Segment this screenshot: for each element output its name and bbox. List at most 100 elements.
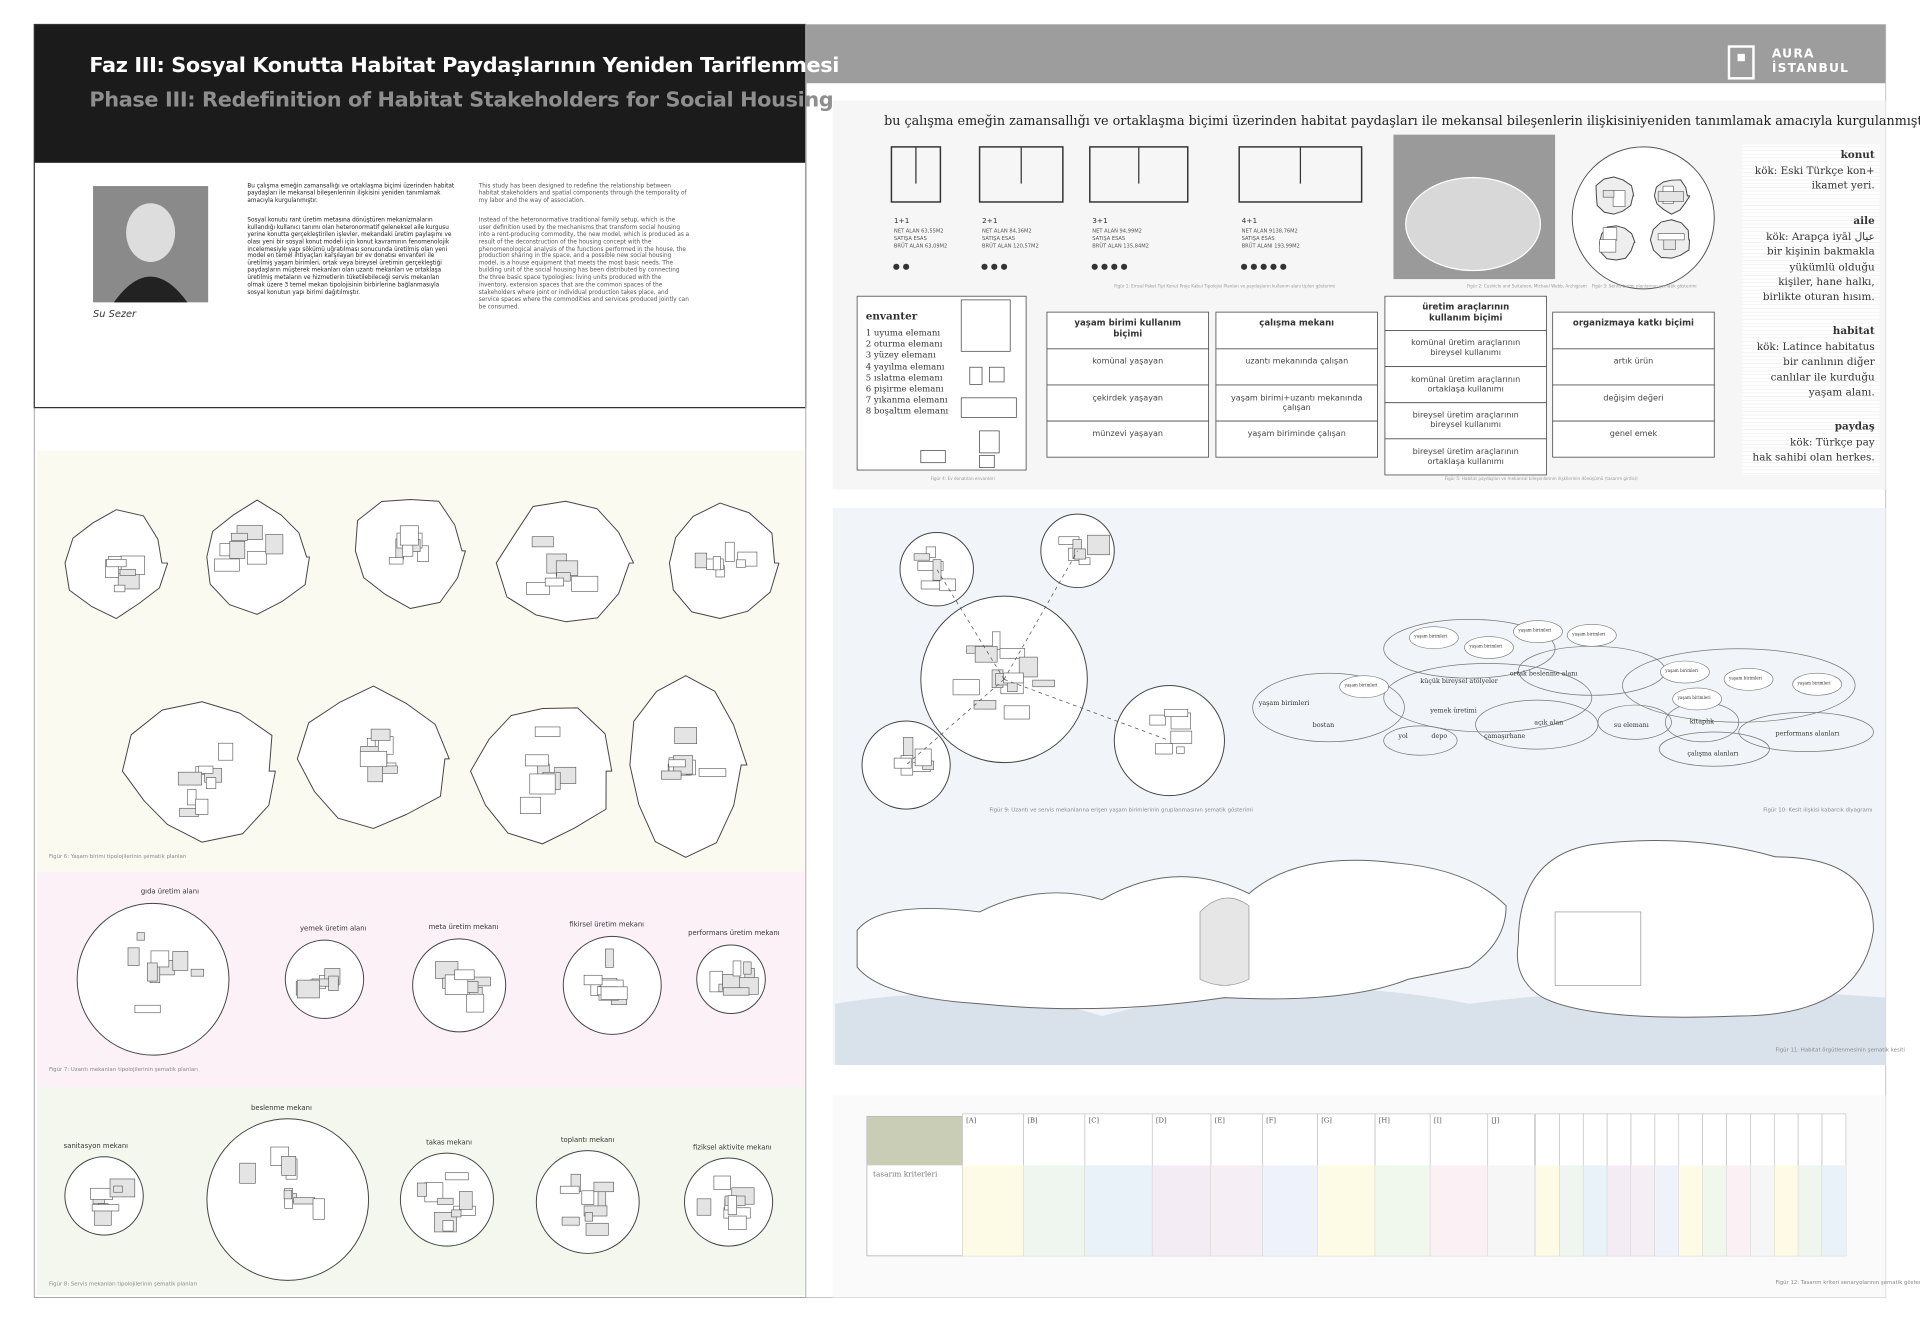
criteria-fill [1487,1165,1535,1256]
person-icon [991,263,998,270]
bubble-label: bostan [1312,722,1335,730]
furniture [231,532,248,541]
caption: Figür 2: Cushicle and Suitaloon, Michael… [1466,283,1587,289]
furniture [1602,227,1618,241]
furniture [724,541,735,562]
glossary-text: yükümlü olduğu [1789,261,1875,274]
person-icon [1101,263,1108,270]
table-cell [1384,438,1547,476]
furniture [712,556,721,571]
inventory-icon [920,450,946,464]
criteria-fill [1375,1165,1431,1256]
table-cell-text: yaşam biriminde çalışan [1247,428,1346,439]
person-icon [1270,263,1277,270]
bubble-label: depo [1431,733,1448,741]
bubble [1513,620,1563,643]
furniture [1003,705,1030,720]
bubble-label: yaşam birimleri [1414,634,1448,639]
furniture [661,770,682,780]
tagline: bu çalışma emeğin zamansallığı ve ortakl… [884,113,1920,129]
glossary-text: kök: Eski Türkçe kon+ [1754,165,1875,178]
furniture [127,947,140,966]
title-band [34,24,806,163]
furniture [1155,743,1173,755]
bubble [1660,660,1710,684]
furniture [451,1209,462,1218]
portrait [126,203,176,262]
bubble [1567,623,1617,647]
furniture [454,969,475,981]
table-cell-text: komünal üretim araçlarının bireysel kull… [1411,337,1521,358]
subtitle: Phase III: Redefinition of Habitat Stake… [89,88,834,113]
section-grid [1554,911,1642,986]
furniture [973,700,997,710]
criteria-col-label: [G] [1321,1117,1332,1125]
logo-text: İSTANBUL [1771,62,1850,76]
glossary-panel [1742,144,1880,475]
glossary-text: bir kişinin bakmakla [1766,246,1875,259]
bubble [1792,672,1842,696]
criteria-fill [1317,1165,1376,1256]
criteria-fill [1607,1165,1632,1256]
author-name: Su Sezer [93,308,137,320]
furniture [1657,233,1685,241]
person-icon [981,263,988,270]
unit-area: BRÜT ALAN 63,09M2 [893,242,948,249]
bubble [1672,687,1722,711]
furniture [727,1195,737,1215]
furniture [113,584,126,593]
person-icon [893,263,900,270]
unit-area: SATIŞA ESAS [1241,235,1275,242]
inventory-icon [969,366,983,385]
criteria-fill [1702,1165,1727,1256]
glossary-term: aile [1853,215,1875,228]
unit-area: NET ALAN 84,36M2 [982,227,1032,234]
person-icon [1280,263,1287,270]
table-header: üretim araçlarının kullanım biçimi [1422,302,1510,323]
top-bar [805,24,1886,84]
inventory-icon [979,454,995,468]
unit-area: SATIŞA ESAS [1092,235,1126,242]
inventory-item: 7 yıkanma elemanı [865,395,948,406]
bubble-label: açık alan [1534,719,1564,728]
bubble [1738,712,1874,752]
bubble [1383,663,1593,733]
furniture [713,1175,731,1190]
unit-area: BRÜT ALAN 135,84M2 [1092,242,1149,249]
space-label: takas mekanı [426,1139,472,1147]
criteria-fill [962,1165,1024,1256]
furniture [205,777,217,789]
furniture [1003,672,1024,684]
table-cell-text: yaşam birimi+uzantı mekanında çalışan [1231,392,1363,413]
inventory-icon [989,366,1005,383]
furniture [728,1215,747,1231]
table-cell-text: değişim değeri [1603,392,1664,403]
table-cell [1384,330,1547,368]
furniture [674,727,697,745]
bubble [1597,704,1672,740]
furniture [913,553,931,561]
furniture [1170,730,1193,744]
furniture [328,975,339,991]
unit-type: 4+1 [1241,216,1258,226]
logo-text: AURA [1771,47,1815,62]
space-label: performans üretim mekanı [688,930,780,938]
criteria-fill [1654,1165,1679,1256]
bubble-label: su elemanı [1613,722,1649,730]
inventory-item: 6 pişirme elemanı [865,384,944,395]
furniture [281,1156,297,1176]
logo-icon [1737,53,1745,62]
person-icon [903,263,910,270]
criteria-fill [1430,1165,1488,1256]
bubble-label: küçük bireysel atölyeler [1420,678,1498,686]
person-icon [1241,263,1248,270]
glossary-text: kişiler, hane halkı, [1778,276,1875,289]
furniture [571,575,599,592]
criteria-fill [1262,1165,1318,1256]
furniture [444,1172,469,1181]
furniture [1599,239,1617,253]
table-cell-text: uzantı mekanında çalışan [1245,356,1349,366]
glossary-text: hak sahibi olan herkes. [1752,452,1875,465]
